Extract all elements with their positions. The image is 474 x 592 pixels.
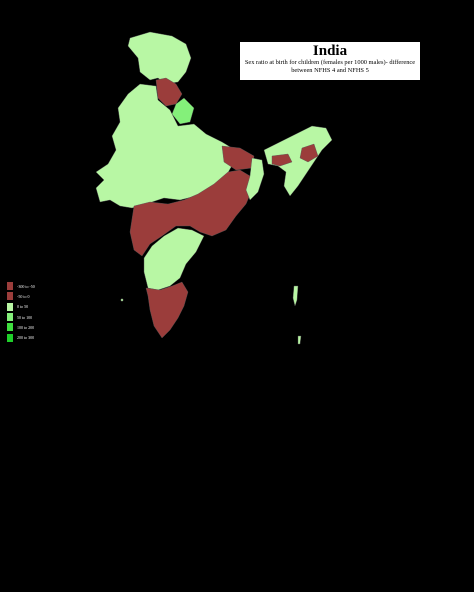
legend-label: 200 to 300 (17, 335, 35, 341)
region-jammu-kashmir[interactable] (127, 31, 192, 85)
legend-item: -50 to 0 (7, 291, 55, 301)
region-northwest[interactable] (95, 83, 235, 209)
map-subtitle: Sex ratio at birth for children (females… (244, 59, 416, 74)
region-nicobar[interactable] (297, 335, 302, 345)
legend-item: 100 to 200 (7, 322, 55, 332)
legend-swatch (7, 313, 13, 322)
legend-label: 100 to 200 (17, 324, 35, 330)
region-andaman[interactable] (292, 285, 299, 307)
legend-swatch (7, 333, 13, 342)
region-central-east[interactable] (129, 169, 253, 257)
map-legend: -300 to -50 -50 to 0 0 to 50 50 to 100 1… (7, 281, 55, 343)
legend-item: -300 to -50 (7, 281, 55, 291)
legend-swatch (7, 302, 13, 311)
legend-label: 50 to 100 (17, 314, 33, 320)
map-title: India (312, 43, 348, 59)
legend-swatch (7, 292, 13, 301)
legend-label: -300 to -50 (17, 283, 35, 289)
legend-swatch (7, 282, 13, 291)
region-west-bengal[interactable] (245, 157, 265, 201)
legend-item: 50 to 100 (7, 312, 55, 322)
legend-item: 0 to 50 (7, 302, 55, 312)
region-lakshadweep[interactable] (120, 298, 124, 302)
region-himachal-pradesh[interactable] (155, 77, 183, 107)
legend-label: 0 to 50 (17, 304, 29, 310)
region-northeast-decrease-2[interactable] (299, 143, 319, 163)
legend-label: -50 to 0 (17, 293, 30, 299)
region-karnataka-south[interactable] (145, 281, 189, 339)
region-northeast[interactable] (263, 125, 333, 197)
region-northeast-decrease-1[interactable] (271, 153, 293, 167)
legend-swatch (7, 323, 13, 332)
map-title-box: India Sex ratio at birth for children (f… (239, 41, 421, 81)
legend-item: 200 to 300 (7, 332, 55, 342)
